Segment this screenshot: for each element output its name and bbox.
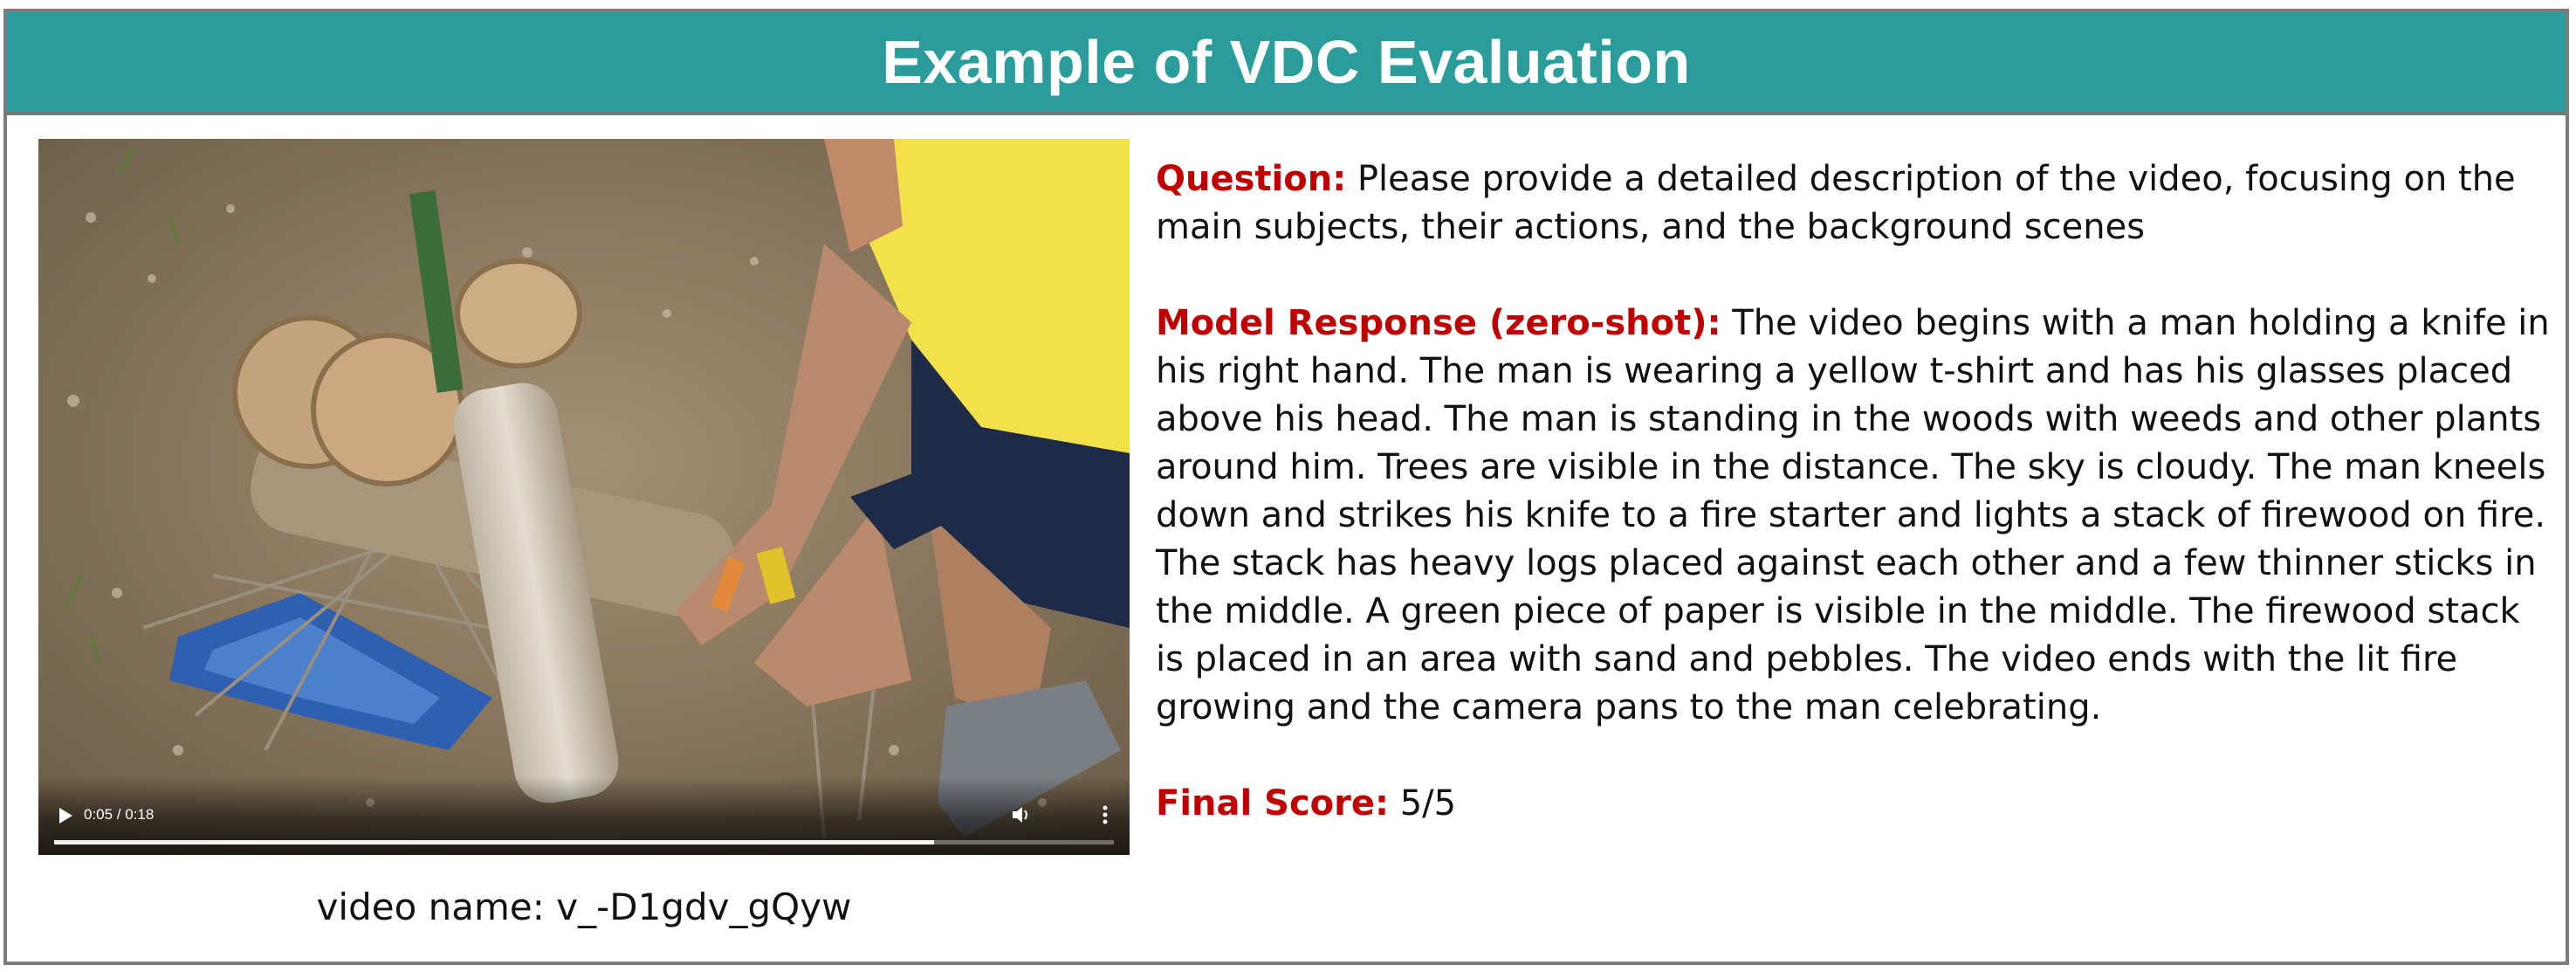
progress-bar[interactable]	[54, 840, 1114, 844]
volume-button[interactable]	[1009, 803, 1034, 827]
video-player[interactable]: 0:05 / 0:18	[38, 139, 1130, 855]
score-label: Final Score:	[1156, 783, 1389, 824]
response-text: The video begins with a man holding a kn…	[1156, 303, 2550, 727]
play-button[interactable]	[52, 803, 79, 829]
question-label: Question:	[1156, 159, 1347, 199]
question-block: Question: Please provide a detailed desc…	[1156, 155, 2552, 252]
header-bar: Example of VDC Evaluation	[7, 12, 2566, 115]
video-time: 0:05 / 0:18	[84, 806, 155, 823]
response-label: Model Response (zero-shot):	[1156, 303, 1721, 343]
question-text: Please provide a detailed description of…	[1156, 159, 2516, 247]
play-icon	[59, 808, 72, 824]
evaluation-card: Example of VDC Evaluation	[3, 9, 2569, 965]
video-frame	[38, 139, 1130, 855]
video-controls: 0:05 / 0:18	[38, 776, 1130, 855]
response-block: Model Response (zero-shot): The video be…	[1156, 300, 2552, 732]
more-options-button[interactable]	[1093, 803, 1117, 827]
video-caption: video name: v_-D1gdv_gQyw	[316, 886, 852, 928]
evaluation-text: Question: Please provide a detailed desc…	[1156, 155, 2552, 876]
progress-fill	[54, 840, 934, 844]
page-title: Example of VDC Evaluation	[882, 28, 1691, 96]
score-value: 5/5	[1399, 783, 1457, 824]
more-vert-icon	[1103, 805, 1108, 824]
volume-icon	[1013, 807, 1027, 823]
score-block: Final Score: 5/5	[1156, 780, 2552, 828]
